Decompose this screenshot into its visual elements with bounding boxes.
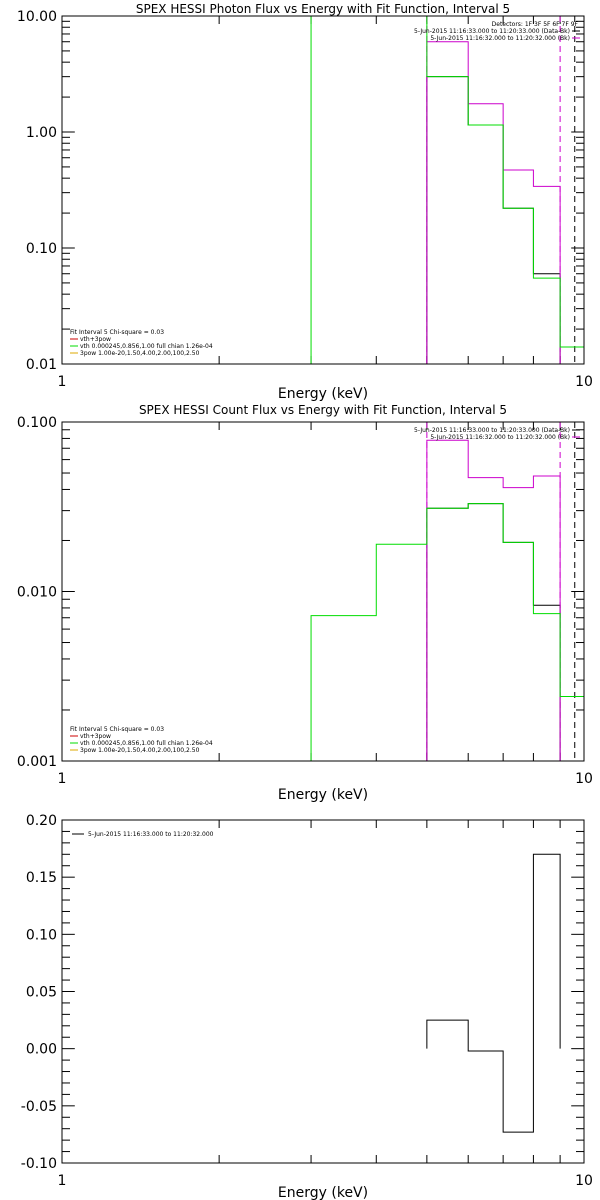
series-3-line <box>310 503 585 761</box>
y-tick-label: 0.00 <box>26 1042 57 1058</box>
y-tick-label: 1.00 <box>26 125 57 141</box>
legend-bottom-entry: vth 0.000245,0.856,1.00 full chian 1.26e… <box>80 740 213 747</box>
x-axis-label: Energy (keV) <box>278 787 368 803</box>
x-tick-label: 1 <box>58 374 67 390</box>
x-axis-label: Energy (keV) <box>278 1185 368 1200</box>
x-axis-label: Energy (keV) <box>278 386 368 402</box>
y-tick-label: -0.05 <box>21 1099 57 1115</box>
chart-panel-3: 1 10 0.20 0.15 0.10 0.05 0.00 -0.05 -0.10 Energy … <box>21 813 593 1200</box>
series-2-line <box>426 439 561 761</box>
x-tick-label: 10 <box>575 771 593 787</box>
series-1-line <box>426 503 561 761</box>
y-tick-label: 0.01 <box>26 357 57 373</box>
series-1-line <box>426 76 561 364</box>
legend-bottom-entry: Fit Interval 5 Chi-square = 0.03 <box>70 726 164 733</box>
legend-bottom-entry: 3pow 1.00e-20,1.50,4.00,2.00,100,2.50 <box>80 747 200 754</box>
y-tick-label: 0.001 <box>17 754 57 770</box>
series-3-line <box>310 15 585 364</box>
legend-bottom-entry: vth 0.000245,0.856,1.00 full chian 1.26e… <box>80 343 213 350</box>
y-tick-label: 0.20 <box>26 813 57 829</box>
x-tick-label: 1 <box>58 1173 67 1189</box>
legend-top-entry: 5-Jun-2015 11:16:33.000 to 11:20:33.000 … <box>414 427 570 434</box>
x-tick-label: 10 <box>575 1173 593 1189</box>
x-tick-label: 10 <box>575 374 593 390</box>
y-tick-label: 10.00 <box>17 9 57 25</box>
legend-bottom-entry: vth+3pow <box>80 733 111 740</box>
y-tick-label: 0.10 <box>26 241 57 257</box>
legend-top-entry: 5-Jun-2015 11:16:32.000 to 11:20:32.000 … <box>430 35 570 42</box>
x-tick-label: 1 <box>58 771 67 787</box>
chart-title: SPEX HESSI Photon Flux vs Energy with Fi… <box>136 2 510 16</box>
y-tick-label: -0.10 <box>21 1156 57 1172</box>
y-tick-label: 0.010 <box>17 585 57 601</box>
plot-frame <box>61 421 585 762</box>
legend-top-entry: Detectors: 1F 3F 5F 6F 7F 9F <box>492 21 579 28</box>
series-1-line <box>426 853 561 1133</box>
y-tick-label: 0.100 <box>17 415 57 431</box>
legend-top-entry: 5-Jun-2015 11:16:32.000 to 11:20:32.000 … <box>430 434 570 441</box>
plot-frame <box>61 15 585 365</box>
chart-panel-2: SPEX HESSI Count Flux vs Energy with Fit… <box>17 403 593 803</box>
legend-bottom-entry: Fit Interval 5 Chi-square = 0.03 <box>70 329 164 336</box>
y-tick-label: 0.05 <box>26 985 57 1001</box>
plot-frame <box>61 819 585 1164</box>
y-tick-label: 0.15 <box>26 870 57 886</box>
chart-panel-1: SPEX HESSI Photon Flux vs Energy with Fi… <box>17 2 593 402</box>
series-2-line <box>426 41 561 364</box>
legend-bottom-entry: 3pow 1.00e-20,1.50,4.00,2.00,100,2.50 <box>80 350 200 357</box>
chart-title: SPEX HESSI Count Flux vs Energy with Fit… <box>139 403 507 417</box>
legend-top-entry: 5-Jun-2015 11:16:33.000 to 11:20:33.000 … <box>414 28 570 35</box>
y-tick-label: 0.10 <box>26 927 57 943</box>
legend-entry: 5-Jun-2015 11:16:33.000 to 11:20:32.000 <box>88 831 214 838</box>
legend-bottom-entry: vth+3pow <box>80 336 111 343</box>
